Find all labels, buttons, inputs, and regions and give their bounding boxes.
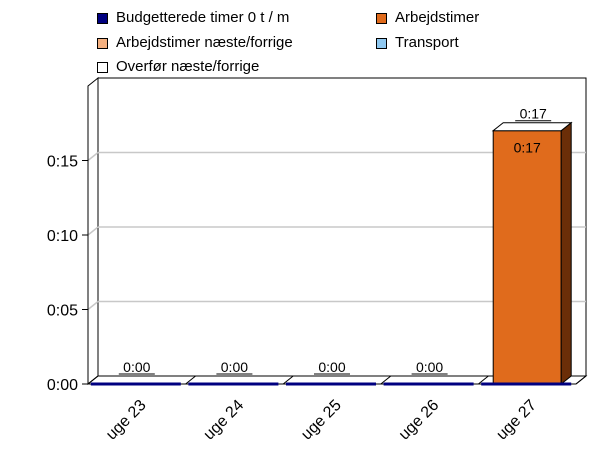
data-label-1: 0:00 [221,359,248,375]
gridline-side-2 [87,226,99,236]
data-label-2: 0:00 [318,359,345,375]
y-tick-label-2: 0:10 [47,228,78,245]
legend-label-arbejdstimer-naeste: Arbejdstimer næste/forrige [116,34,293,51]
data-label-4: 0:17 [514,140,541,156]
gridline-side-1 [87,300,99,311]
legend-label-arbejdstimer: Arbejdstimer [395,9,480,26]
x-tick-label-1: uge 24 [201,397,248,444]
x-tick-label-4: uge 27 [493,397,540,444]
gridline-side-3 [87,151,99,162]
legend-item-overfoer: Overfør næste/forrige [97,58,259,76]
legend-label-transport: Transport [395,34,459,51]
legend-item-transport: Transport [376,34,459,52]
floor-divider-5 [575,375,587,385]
bar-side-4 [560,121,572,386]
bar-top-4 [491,122,573,132]
bar-4 [492,130,562,385]
legend-item-arbejdstimer: Arbejdstimer [376,9,479,27]
y-tick-label-1: 0:05 [47,303,78,320]
x-tick-label-3: uge 26 [396,397,443,444]
extra-label-0: 0:17 [520,106,547,122]
legend-label-budget: Budgetterede timer 0 t / m [116,9,290,26]
legend-item-budget: Budgetterede timer 0 t / m [97,9,289,27]
legend-swatch-arbejdstimer-naeste [97,37,108,49]
legend-swatch-budget [97,12,108,24]
floor-divider-3 [380,375,392,385]
x-tick-label-0: uge 23 [103,397,150,444]
legend-swatch-transport [376,37,387,49]
y-tick-label-3: 0:15 [47,154,78,171]
data-label-3: 0:00 [416,359,443,375]
legend-label-overfoer: Overfør næste/forrige [116,58,260,75]
floor-divider-2 [282,375,294,385]
legend-swatch-overfoer [97,61,108,73]
floor-divider-1 [185,375,196,385]
legend-item-arbejdstimer-naeste: Arbejdstimer næste/forrige [97,34,293,52]
data-label-0: 0:00 [123,359,150,375]
floor-divider-0 [87,375,99,385]
legend-swatch-arbejdstimer [376,12,387,24]
y-tick-label-0: 0:00 [47,377,78,394]
x-tick-label-2: uge 25 [298,397,345,444]
floor-divider-4 [478,375,489,385]
legend: Budgetterede timer 0 t / m Arbejdstimer … [0,0,602,80]
